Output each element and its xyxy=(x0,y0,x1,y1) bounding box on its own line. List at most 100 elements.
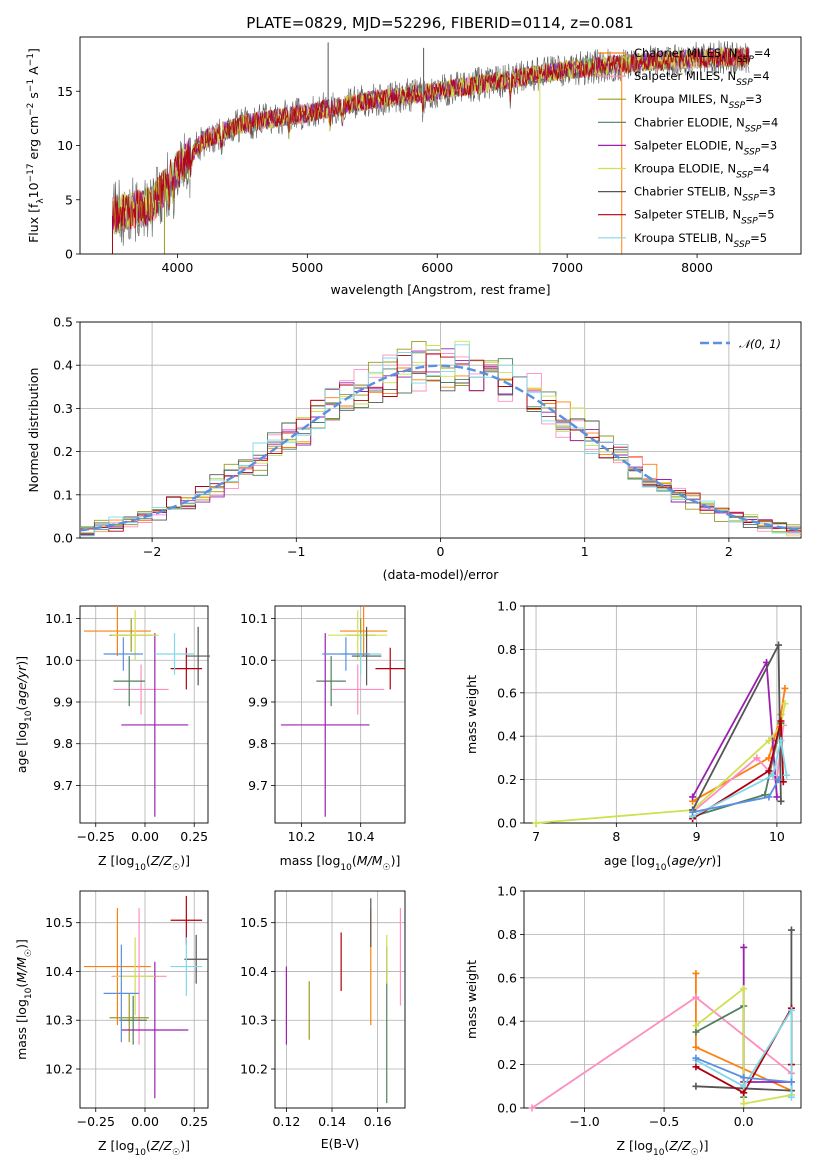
weight-marker xyxy=(765,767,773,775)
x-tick-label: 10.2 xyxy=(288,829,316,844)
x-tick-label: 6000 xyxy=(421,260,453,275)
x-tick-label: 8 xyxy=(612,829,620,844)
weight-marker xyxy=(532,819,540,827)
mass-vs-z-panel: −0.25 0.00 0.25 10.2 10.3 10.4 10.5 Z [log10(Z/… xyxy=(14,890,209,1158)
weight-marker xyxy=(781,684,789,692)
y-tick-label: 0.8 xyxy=(497,927,517,942)
y-tick-label: 10.4 xyxy=(45,964,73,979)
weight-line xyxy=(695,1007,793,1098)
x-tick-label: −1.0 xyxy=(569,1114,599,1129)
x-tick-label: −0.25 xyxy=(77,1114,115,1129)
y-axis-label: age [log10(age/yr)] xyxy=(14,656,34,773)
x-tick-label: 0.0 xyxy=(734,1114,754,1129)
x-tick-label: 4000 xyxy=(162,260,194,275)
spectrum-panel: 4000 5000 6000 7000 8000 0 5 10 15 wavelength [An… xyxy=(26,36,802,297)
x-tick-label: 9 xyxy=(693,829,701,844)
x-tick-label: 0.00 xyxy=(131,1114,159,1129)
weight-line xyxy=(531,996,792,1109)
weight-marker xyxy=(692,1043,700,1051)
error-bars xyxy=(83,895,208,1099)
histogram-5 xyxy=(80,340,801,537)
gaussian-legend-label: 𝒩(0, 1) xyxy=(739,337,781,351)
y-tick-label: 1.0 xyxy=(497,884,517,899)
plot-frame xyxy=(79,890,209,1109)
weight-marker xyxy=(769,771,777,779)
weight-marker xyxy=(692,969,700,977)
y-axis-label: mass weight xyxy=(464,960,479,1039)
y-tick-label: 0.0 xyxy=(53,531,73,546)
gaussian-curve xyxy=(79,364,802,532)
weight-lines xyxy=(532,641,791,827)
weight-marker xyxy=(787,1078,795,1086)
weight-marker xyxy=(740,1074,748,1082)
x-tick-label: 7 xyxy=(532,829,540,844)
x-axis-label: Z [log10(Z/Z☉)] xyxy=(98,1138,190,1158)
x-tick-label: 0.12 xyxy=(272,1114,300,1129)
weight-marker xyxy=(689,793,697,801)
histogram-8 xyxy=(80,344,801,537)
y-tick-label: 0.0 xyxy=(497,816,517,831)
x-tick-label: 7000 xyxy=(551,260,583,275)
plot-frame xyxy=(79,605,209,824)
x-tick-label: 1 xyxy=(581,544,589,559)
y-tick-label: 0.2 xyxy=(53,444,73,459)
x-tick-label: 0.25 xyxy=(180,829,208,844)
weight-line xyxy=(695,986,792,1105)
y-tick-label: 10.2 xyxy=(45,1061,73,1076)
x-tick-label: 0.00 xyxy=(131,829,159,844)
weight-vs-age-panel: 7 8 9 10 0.0 0.2 0.4 0.6 0.8 1.0 age [log10(age/yr… xyxy=(464,599,802,873)
y-axis-label: mass [log10(M/M☉)] xyxy=(14,939,34,1060)
weight-marker xyxy=(692,1022,700,1030)
weight-marker xyxy=(765,737,773,745)
y-tick-label: 10.5 xyxy=(45,915,73,930)
x-tick-label: −0.5 xyxy=(649,1114,679,1129)
y-tick-label: 10.5 xyxy=(240,915,268,930)
weight-marker xyxy=(692,1063,700,1071)
x-tick-label: 10 xyxy=(769,829,785,844)
x-tick-label: 5000 xyxy=(291,260,323,275)
histogram-7 xyxy=(80,353,801,532)
x-tick-label: −2 xyxy=(143,544,161,559)
weight-marker xyxy=(781,700,789,708)
weight-marker xyxy=(777,737,785,745)
weight-marker xyxy=(787,926,795,934)
weight-marker xyxy=(692,1028,700,1036)
age-vs-z-panel: −0.25 0.00 0.25 9.7 9.8 9.9 10.0 10.1 Z [log10(Z… xyxy=(14,605,210,873)
x-tick-label: 0.16 xyxy=(364,1114,392,1129)
y-tick-label: 0.4 xyxy=(53,358,73,373)
x-axis-label: Z [log10(Z/Z☉)] xyxy=(617,1138,709,1158)
x-tick-label: 10.4 xyxy=(347,829,375,844)
weight-lines xyxy=(528,926,795,1112)
legend-entry: Chabrier MILES, NSSP=4 xyxy=(634,46,771,65)
y-tick-label: 9.8 xyxy=(248,736,268,751)
spectrum-lines xyxy=(111,40,750,254)
y-tick-label: 5 xyxy=(65,192,73,207)
weight-line xyxy=(535,703,786,824)
x-axis-label: mass [log10(M/M☉)] xyxy=(280,853,401,873)
mass-vs-ebv-panel: 0.12 0.14 0.16 10.2 10.3 10.4 10.5 E(B-V) xyxy=(240,890,406,1151)
weight-marker xyxy=(783,771,791,779)
x-axis-label: Z [log10(Z/Z☉)] xyxy=(98,853,190,873)
weight-marker xyxy=(528,1104,536,1112)
error-bars xyxy=(280,606,405,817)
y-tick-label: 0.6 xyxy=(497,970,517,985)
y-tick-label: 10.3 xyxy=(45,1013,73,1028)
weight-vs-z-panel: −1.0 −0.5 0.0 0.0 0.2 0.4 0.6 0.8 1.0 Z [log10(Z/… xyxy=(464,884,802,1158)
y-tick-label: 1.0 xyxy=(497,599,517,614)
y-tick-label: 10 xyxy=(57,138,73,153)
weight-marker xyxy=(765,793,773,801)
y-tick-label: 10.1 xyxy=(45,611,73,626)
x-tick-label: 0.14 xyxy=(318,1114,346,1129)
error-bars xyxy=(285,898,402,1104)
x-tick-label: 2 xyxy=(725,544,733,559)
legend-entry: Kroupa STELIB, NSSP=5 xyxy=(634,231,767,250)
y-tick-label: 0.5 xyxy=(53,315,73,330)
y-tick-label: 9.9 xyxy=(53,694,73,709)
error-bars xyxy=(83,606,210,817)
y-tick-label: 0.6 xyxy=(497,685,517,700)
y-tick-label: 9.7 xyxy=(53,778,73,793)
weight-marker xyxy=(777,797,785,805)
y-tick-label: 10.1 xyxy=(240,611,268,626)
x-tick-label: −1 xyxy=(287,544,305,559)
